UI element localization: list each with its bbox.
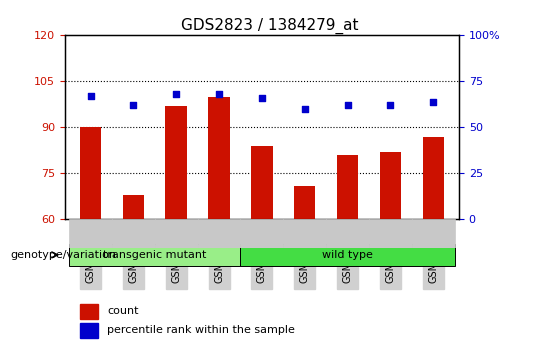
Point [86, 93, 95, 99]
Bar [240, 219, 284, 248]
Bar [80, 323, 98, 338]
Bar [80, 304, 98, 319]
Bar [294, 186, 315, 219]
Bar [412, 219, 455, 248]
Point [129, 103, 138, 108]
Bar [326, 219, 369, 248]
Bar [251, 146, 273, 219]
FancyBboxPatch shape [69, 244, 240, 266]
Text: GDS2823 / 1384279_at: GDS2823 / 1384279_at [181, 18, 359, 34]
Text: wild type: wild type [322, 250, 373, 260]
Bar [337, 155, 359, 219]
Bar [112, 219, 155, 248]
Bar [423, 137, 444, 219]
Text: percentile rank within the sample: percentile rank within the sample [107, 325, 295, 336]
Point [343, 103, 352, 108]
Bar [369, 219, 412, 248]
Bar [155, 219, 198, 248]
Point [300, 106, 309, 112]
Point [172, 91, 180, 97]
FancyBboxPatch shape [240, 244, 455, 266]
Bar [69, 219, 112, 248]
Text: transgenic mutant: transgenic mutant [103, 250, 206, 260]
Bar [380, 152, 401, 219]
Point [429, 99, 437, 104]
Bar [165, 106, 187, 219]
Bar [80, 127, 101, 219]
Bar [208, 97, 230, 219]
Text: count: count [107, 306, 139, 316]
Text: genotype/variation: genotype/variation [11, 250, 117, 260]
Point [258, 95, 266, 101]
Bar [123, 195, 144, 219]
Point [386, 103, 395, 108]
Bar [198, 219, 240, 248]
Bar [284, 219, 326, 248]
Point [215, 91, 224, 97]
